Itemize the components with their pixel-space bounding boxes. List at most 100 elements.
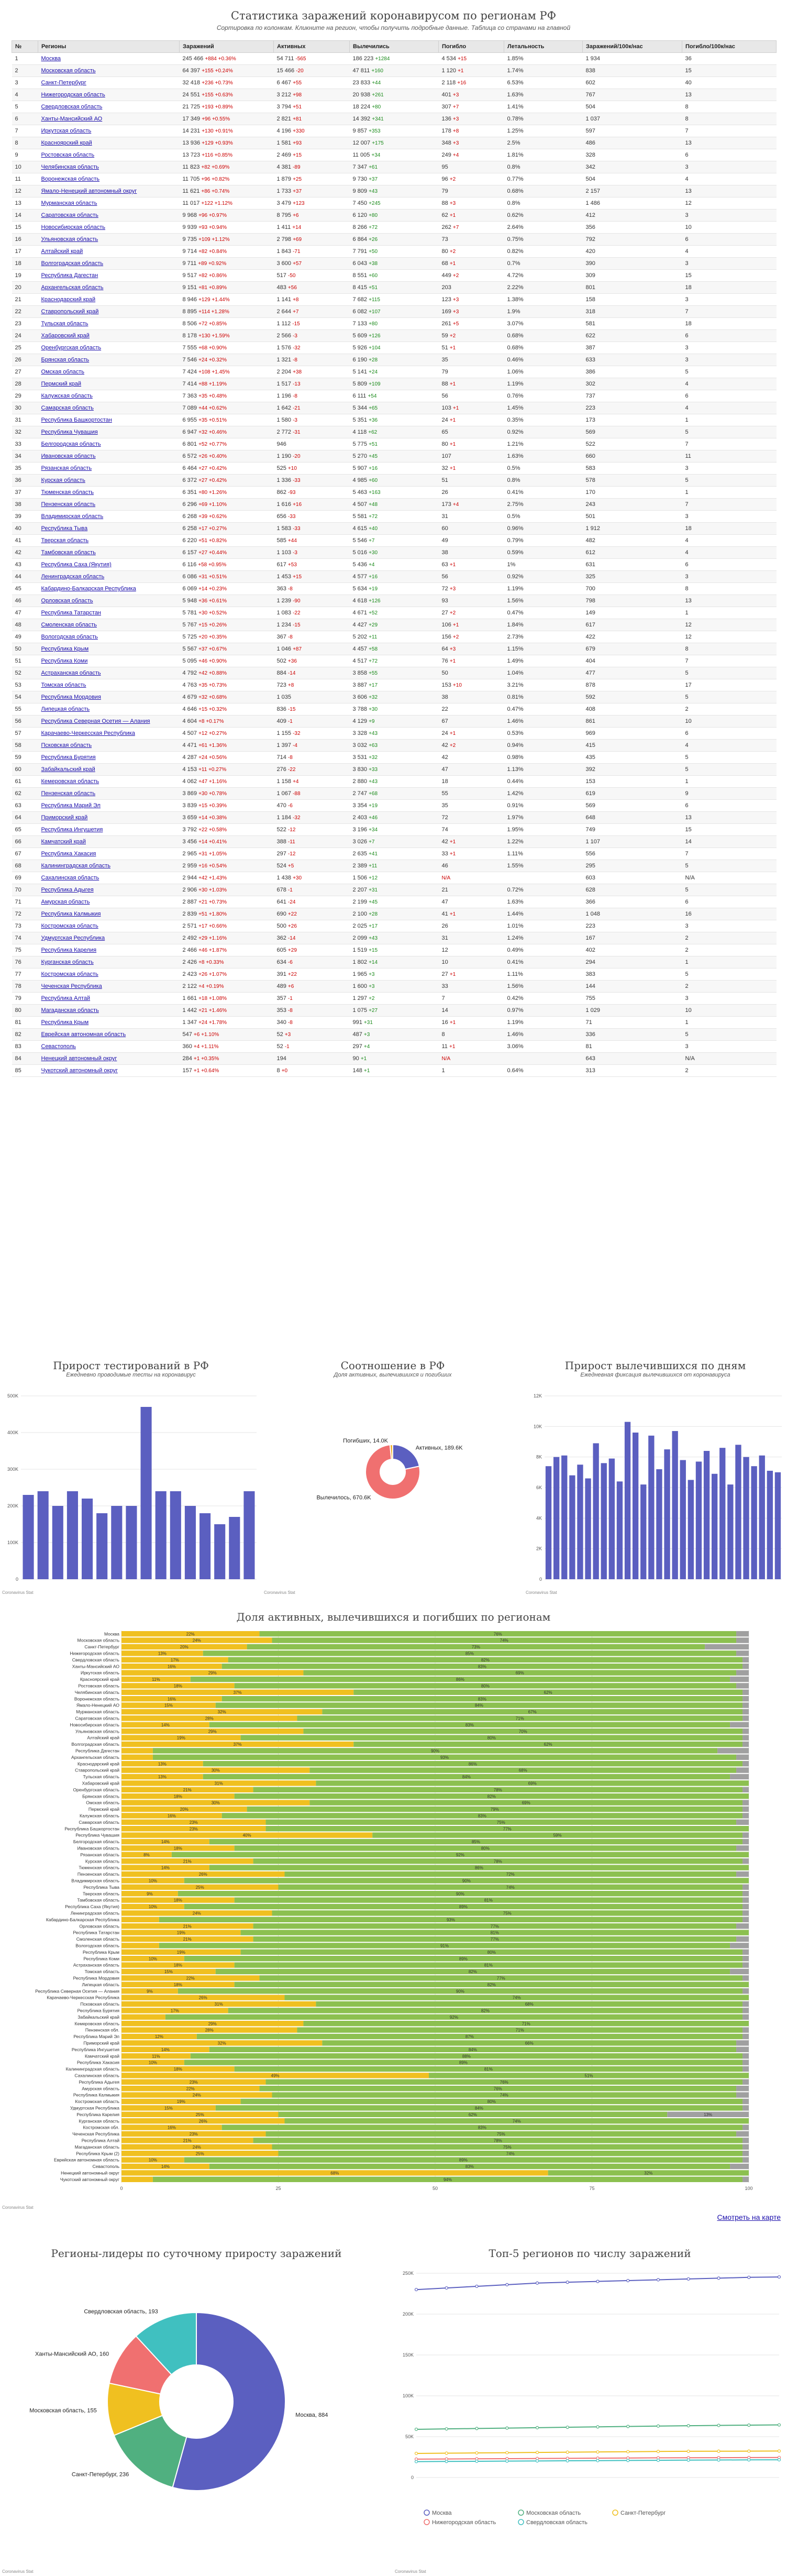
top5-point[interactable] <box>656 2278 660 2282</box>
table-row[interactable]: 2 Московская область 64 397 +155 +0.24% 15 … <box>12 64 777 77</box>
tests-bar[interactable] <box>184 1506 196 1579</box>
region-link[interactable]: Псковская область <box>41 742 92 748</box>
region-link[interactable]: Ульяновская область <box>41 236 98 243</box>
share-active-bar[interactable] <box>121 1780 316 1786</box>
top5-point[interactable] <box>686 2449 690 2453</box>
share-active-bar[interactable] <box>121 1664 222 1669</box>
tests-bar[interactable] <box>243 1491 255 1579</box>
share-deaths-bar[interactable] <box>736 2046 749 2052</box>
share-deaths-bar[interactable] <box>736 1637 749 1643</box>
top5-point[interactable] <box>717 2458 721 2462</box>
share-recovered-bar[interactable] <box>184 1903 743 1910</box>
share-active-bar[interactable] <box>121 1683 235 1689</box>
region-link[interactable]: Костромская область <box>41 923 98 929</box>
region-link[interactable]: Амурская область <box>41 899 90 905</box>
top5-point[interactable] <box>505 2459 509 2463</box>
share-deaths-bar[interactable] <box>742 1839 749 1845</box>
top5-point[interactable] <box>445 2286 448 2290</box>
share-recovered-bar[interactable] <box>265 1819 737 1825</box>
share-recovered-bar[interactable] <box>259 1631 737 1637</box>
region-link[interactable]: Московская область <box>41 68 96 74</box>
share-recovered-bar[interactable] <box>165 2014 743 2020</box>
top5-point[interactable] <box>475 2427 479 2430</box>
share-active-bar[interactable] <box>121 2027 297 2033</box>
table-row[interactable]: 30 Самарская область 7 089 +44 +0.62% 1 642… <box>12 402 777 414</box>
share-deaths-bar[interactable] <box>742 2014 749 2020</box>
top5-point[interactable] <box>596 2425 600 2429</box>
region-link[interactable]: Республика Алтай <box>41 995 91 1001</box>
region-link[interactable]: Удмуртская Республика <box>41 935 105 941</box>
share-deaths-bar[interactable] <box>730 1722 749 1727</box>
share-recovered-bar[interactable] <box>234 1683 737 1689</box>
share-recovered-bar[interactable] <box>171 1852 749 1857</box>
table-row[interactable]: 57 Карачаево-Черкесская Республика 4 507 +… <box>12 727 777 740</box>
tests-bar[interactable] <box>199 1513 211 1579</box>
region-link[interactable]: Свердловская область <box>41 104 103 110</box>
share-active-bar[interactable] <box>121 1761 203 1767</box>
share-active-bar[interactable] <box>121 1735 241 1741</box>
share-active-bar[interactable] <box>121 1702 216 1708</box>
region-link[interactable]: Республика Марий Эл <box>41 802 101 809</box>
share-active-bar[interactable] <box>121 2105 216 2111</box>
top5-point[interactable] <box>747 2423 751 2427</box>
share-recovered-bar[interactable] <box>221 1813 743 1819</box>
region-link[interactable]: Забайкальский край <box>41 766 95 773</box>
share-deaths-bar[interactable] <box>730 1943 749 1948</box>
region-link[interactable]: Приморский край <box>41 814 88 821</box>
region-link[interactable]: Республика Коми <box>41 658 88 664</box>
share-recovered-bar[interactable] <box>178 1988 743 1994</box>
table-row[interactable]: 40 Республика Тыва 6 258 +17 +0.27% 1 583 -… <box>12 522 777 535</box>
region-link[interactable]: Сахалинская область <box>41 875 99 881</box>
share-recovered-bar[interactable] <box>228 1657 743 1663</box>
share-deaths-bar[interactable] <box>730 2163 749 2170</box>
top5-point[interactable] <box>686 2458 690 2462</box>
region-link[interactable]: Волгоградская область <box>41 260 104 267</box>
region-link[interactable]: Ивановская область <box>41 453 96 459</box>
share-recovered-bar[interactable] <box>234 2066 743 2072</box>
table-row[interactable]: 14 Саратовская область 9 968 +96 +0.97% 8 7… <box>12 209 777 222</box>
region-link[interactable]: Воронежская область <box>41 176 100 182</box>
share-active-bar[interactable] <box>121 1910 272 1916</box>
top5-legend-swatch[interactable] <box>518 2509 524 2516</box>
share-active-bar[interactable] <box>121 1839 209 1845</box>
share-deaths-bar[interactable] <box>742 2060 749 2065</box>
tests-bar[interactable] <box>23 1495 34 1579</box>
recovery-bar[interactable] <box>727 1484 734 1579</box>
share-recovered-bar[interactable] <box>265 1826 749 1832</box>
table-row[interactable]: 28 Пермский край 7 414 +88 +1.19% 1 517 -13… <box>12 378 777 390</box>
recovery-bar[interactable] <box>608 1458 615 1579</box>
share-deaths-bar[interactable] <box>742 1975 749 1981</box>
share-active-bar[interactable] <box>121 1741 354 1747</box>
share-active-bar[interactable] <box>121 2079 266 2085</box>
share-active-bar[interactable] <box>121 1722 209 1727</box>
region-link[interactable]: Республика Адыгея <box>41 887 94 893</box>
share-recovered-bar[interactable] <box>316 2001 743 2007</box>
top5-point[interactable] <box>747 2449 751 2453</box>
top5-point[interactable] <box>414 2288 418 2292</box>
share-deaths-bar[interactable] <box>730 1774 749 1780</box>
table-row[interactable]: 3 Санкт-Петербург 32 418 +236 +0.73% 6 467 … <box>12 76 777 89</box>
share-active-bar[interactable] <box>121 1917 159 1922</box>
view-on-map-link[interactable]: Смотреть на карте <box>717 2213 781 2221</box>
share-active-bar[interactable] <box>121 1903 184 1910</box>
share-active-bar[interactable] <box>121 1715 297 1721</box>
share-active-bar[interactable] <box>121 1644 247 1650</box>
share-recovered-bar[interactable] <box>209 1865 749 1870</box>
table-row[interactable]: 31 Республика Башкортостан 6 955 +35 +0.51… <box>12 414 777 426</box>
region-link[interactable]: Ленинградская область <box>41 574 105 580</box>
share-active-bar[interactable] <box>121 1897 235 1903</box>
region-link[interactable]: Краснодарский край <box>41 296 96 303</box>
share-active-bar[interactable] <box>121 1709 323 1715</box>
share-deaths-bar[interactable] <box>742 1897 749 1903</box>
table-row[interactable]: 42 Тамбовская область 6 157 +27 +0.44% 1 10… <box>12 546 777 559</box>
share-deaths-bar[interactable] <box>736 1650 749 1656</box>
col-header-2[interactable]: Заражений <box>179 40 274 53</box>
table-row[interactable]: 37 Тюменская область 6 351 +80 +1.26% 862 -… <box>12 486 777 499</box>
share-active-bar[interactable] <box>121 1943 159 1948</box>
top5-point[interactable] <box>626 2278 630 2283</box>
table-row[interactable]: 19 Республика Дагестан 9 517 +82 +0.86% 517… <box>12 269 777 282</box>
table-row[interactable]: 78 Чеченская Республика 2 122 +4 +0.19% 489… <box>12 980 777 993</box>
share-active-bar[interactable] <box>121 1878 184 1884</box>
share-active-bar[interactable] <box>121 1981 235 1987</box>
table-row[interactable]: 63 Республика Марий Эл 3 839 +15 +0.39% 470… <box>12 799 777 812</box>
